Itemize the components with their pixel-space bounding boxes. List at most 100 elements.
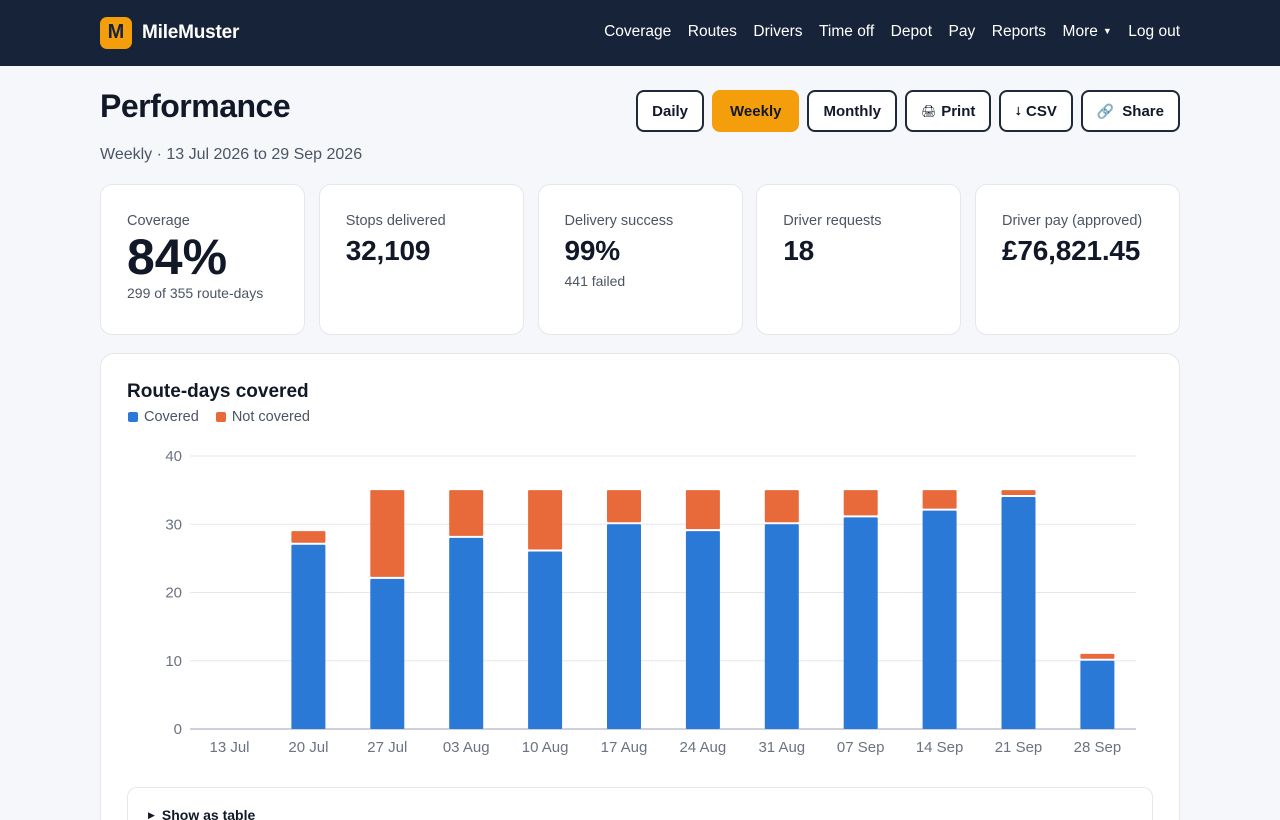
y-tick-label: 10 bbox=[165, 653, 182, 670]
triangle-right-icon: ▶ bbox=[148, 809, 155, 820]
date-range-subtitle: Weekly · 13 Jul 2026 to 29 Sep 2026 bbox=[100, 146, 363, 163]
bar-not-covered bbox=[685, 490, 720, 530]
kpi-value: £76,821.45 bbox=[1002, 235, 1141, 266]
nav-depot[interactable]: Depot bbox=[890, 23, 933, 40]
nav-coverage[interactable]: Coverage bbox=[604, 23, 672, 40]
bar-not-covered bbox=[922, 490, 957, 509]
kpi-label: Stops delivered bbox=[345, 213, 446, 229]
kpi-value: 18 bbox=[783, 235, 814, 266]
y-tick-label: 0 bbox=[174, 721, 182, 738]
x-tick-label: 13 Jul bbox=[209, 739, 249, 756]
y-tick-label: 30 bbox=[165, 516, 182, 533]
bar-covered bbox=[291, 544, 326, 729]
kpi-label: Delivery success bbox=[564, 213, 674, 229]
link-icon: 🔗 bbox=[1096, 102, 1115, 119]
kpi-sub: 441 failed bbox=[564, 273, 626, 289]
nav-pay[interactable]: Pay bbox=[948, 23, 976, 40]
bar-not-covered bbox=[1001, 490, 1036, 495]
csv-label: CSV bbox=[1026, 102, 1057, 120]
print-button[interactable]: 🖨 Print bbox=[904, 90, 992, 132]
x-tick-label: 07 Sep bbox=[837, 739, 885, 756]
download-arrow-icon: ⭣ bbox=[1015, 103, 1022, 118]
nav-drivers[interactable]: Drivers bbox=[753, 23, 803, 40]
chart-title: Route-days covered bbox=[127, 381, 309, 402]
route-days-chart: 0 10 20 30 40 13 Jul 20 Jul 27 Jul 03 Aug 10 Aug 1… bbox=[165, 448, 1136, 756]
show-as-table-toggle[interactable]: ▶ Show as table bbox=[148, 807, 255, 820]
bar-covered bbox=[370, 578, 405, 729]
x-tick-label: 20 Jul bbox=[288, 739, 328, 756]
bar-not-covered bbox=[1080, 653, 1115, 659]
kpi-card-coverage: Coverage 84% 299 of 355 route-days bbox=[100, 184, 305, 335]
top-navigation-bar: M MileMuster Coverage Routes Drivers Tim… bbox=[0, 0, 1280, 66]
bar-covered bbox=[1080, 660, 1115, 729]
page-title: Performance bbox=[100, 88, 291, 124]
nav-more-label: More bbox=[1062, 23, 1098, 40]
bar-covered bbox=[843, 517, 878, 729]
y-tick-label: 40 bbox=[165, 448, 182, 465]
csv-button[interactable]: ⭣ CSV bbox=[999, 90, 1073, 132]
x-tick-label: 24 Aug bbox=[680, 739, 727, 756]
bar-covered bbox=[922, 510, 957, 729]
bar-not-covered bbox=[607, 490, 641, 523]
x-tick-label: 31 Aug bbox=[758, 739, 805, 756]
monthly-button[interactable]: Monthly bbox=[807, 90, 897, 132]
nav-routes[interactable]: Routes bbox=[687, 23, 737, 40]
printer-icon: 🖨 bbox=[920, 104, 937, 118]
bar-not-covered bbox=[764, 490, 799, 523]
bar-not-covered bbox=[449, 490, 484, 536]
kpi-label: Driver requests bbox=[783, 213, 882, 229]
x-tick-label: 10 Aug bbox=[522, 739, 569, 756]
x-tick-label: 28 Sep bbox=[1074, 739, 1122, 756]
kpi-card-success: Delivery success 99% 441 failed bbox=[537, 184, 743, 335]
legend-item-covered: Covered bbox=[128, 409, 199, 425]
kpi-cards: Coverage 84% 299 of 355 route-days Stops… bbox=[100, 184, 1180, 335]
bar-not-covered bbox=[528, 490, 563, 550]
bar-covered bbox=[607, 524, 641, 729]
bar-not-covered bbox=[370, 490, 405, 577]
kpi-card-stops: Stops delivered 32,109 bbox=[318, 184, 524, 335]
chart-panel: Route-days covered Covered Not covered 0… bbox=[100, 353, 1180, 820]
weekly-button[interactable]: Weekly bbox=[712, 90, 800, 132]
kpi-value: 99% bbox=[564, 235, 621, 266]
print-label: Print bbox=[941, 102, 976, 120]
bar-not-covered bbox=[843, 490, 878, 516]
kpi-sub: 299 of 355 route-days bbox=[127, 285, 264, 301]
bar-not-covered bbox=[291, 531, 326, 543]
brand-name: MileMuster bbox=[142, 21, 240, 43]
logout-link[interactable]: Log out bbox=[1128, 23, 1180, 40]
x-tick-label: 27 Jul bbox=[367, 739, 407, 756]
kpi-label: Coverage bbox=[127, 213, 190, 229]
brand-logo-icon: M bbox=[100, 16, 132, 49]
kpi-value: 84% bbox=[127, 229, 228, 285]
legend-swatch-not-covered bbox=[215, 412, 226, 422]
bar-covered bbox=[764, 524, 799, 729]
x-tick-label: 21 Sep bbox=[995, 739, 1043, 756]
share-button[interactable]: 🔗 Share bbox=[1080, 90, 1180, 132]
nav-more-menu[interactable]: More ▼ bbox=[1063, 23, 1112, 41]
x-tick-label: 17 Aug bbox=[601, 739, 648, 756]
x-tick-label: 14 Sep bbox=[916, 739, 964, 756]
kpi-label: Driver pay (approved) bbox=[1002, 213, 1143, 229]
kpi-card-requests: Driver requests 18 bbox=[756, 184, 962, 335]
brand[interactable]: M MileMuster bbox=[100, 16, 239, 49]
caret-down-icon: ▼ bbox=[1102, 26, 1112, 36]
bar-covered bbox=[528, 551, 563, 729]
kpi-value: 32,109 bbox=[345, 235, 431, 266]
y-tick-label: 20 bbox=[165, 585, 182, 602]
bar-covered bbox=[685, 531, 720, 729]
chart-legend: Covered Not covered bbox=[128, 409, 327, 425]
main-nav: Coverage Routes Drivers Time off Depot P… bbox=[604, 0, 1180, 64]
legend-label-not-covered: Not covered bbox=[231, 409, 310, 425]
bar-covered bbox=[449, 537, 484, 729]
x-tick-label: 03 Aug bbox=[443, 739, 490, 756]
nav-reports[interactable]: Reports bbox=[991, 23, 1047, 40]
view-controls: Daily Weekly Monthly 🖨 Print ⭣ CSV 🔗 Share bbox=[628, 90, 1180, 132]
legend-swatch-covered bbox=[128, 412, 138, 422]
show-as-table-label: Show as table bbox=[161, 807, 256, 820]
bar-covered bbox=[1001, 496, 1036, 729]
legend-item-not-covered: Not covered bbox=[215, 409, 310, 425]
kpi-card-pay: Driver pay (approved) £76,821.45 bbox=[975, 184, 1180, 335]
daily-button[interactable]: Daily bbox=[636, 90, 705, 132]
share-label: Share bbox=[1122, 102, 1164, 120]
nav-time-off[interactable]: Time off bbox=[819, 23, 875, 40]
